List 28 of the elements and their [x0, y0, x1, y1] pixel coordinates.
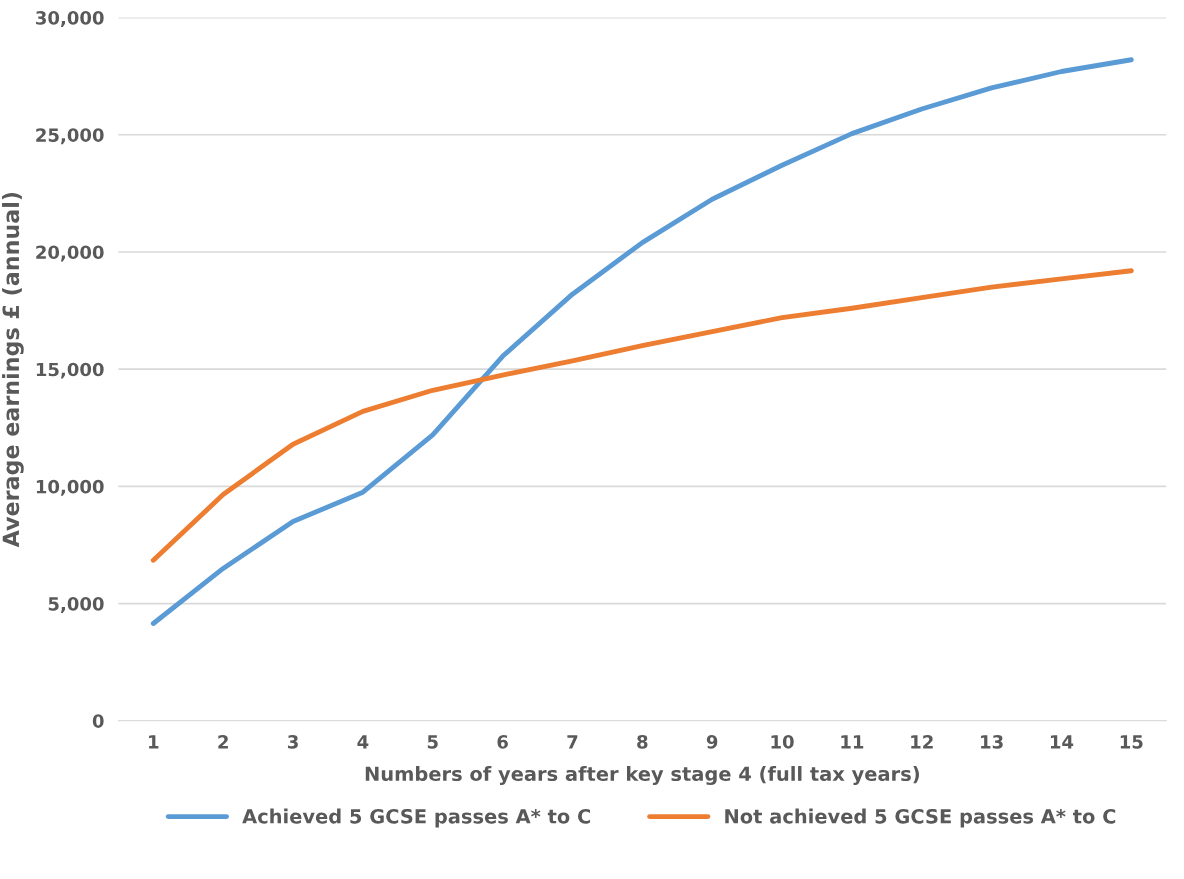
- line-series: [150, 268, 1134, 563]
- x-tick-label: 3: [287, 734, 298, 749]
- x-tick-label: 2: [218, 734, 228, 749]
- line-series: [150, 57, 1134, 626]
- x-tick-label: 11: [841, 735, 864, 749]
- x-tick-label: 14: [1050, 735, 1074, 749]
- y-axis-title: Average earnings £ (annual): [2, 192, 24, 548]
- x-tick-label: 7: [567, 735, 578, 749]
- x-tick-label: 10: [771, 734, 794, 749]
- y-tick-label: 10,000: [36, 479, 104, 496]
- x-tick-label: 1: [149, 735, 159, 749]
- x-tick-label: 6: [497, 735, 508, 749]
- x-tick-label: 9: [706, 735, 718, 749]
- y-tick-label: 30,000: [36, 11, 104, 27]
- legend-label: Not achieved 5 GCSE passes A* to C: [725, 808, 1116, 828]
- legend-label: Achieved 5 GCSE passes A* to C: [242, 808, 591, 828]
- y-tick-label: 0: [92, 714, 104, 728]
- y-tick-label: 25,000: [36, 128, 104, 145]
- x-tick-label: 12: [911, 734, 933, 749]
- x-tick-label: 15: [1120, 735, 1143, 749]
- x-tick-label: 13: [981, 734, 1003, 749]
- y-tick-label: 15,000: [36, 362, 104, 379]
- x-tick-label: 5: [427, 735, 438, 749]
- y-tick-label: 20,000: [36, 245, 104, 262]
- y-tick-label: 5,000: [48, 597, 104, 613]
- x-axis-title: Numbers of years after key stage 4 (full tax years): [365, 766, 919, 785]
- x-tick-label: 8: [637, 734, 648, 749]
- x-tick-label: 4: [357, 735, 369, 749]
